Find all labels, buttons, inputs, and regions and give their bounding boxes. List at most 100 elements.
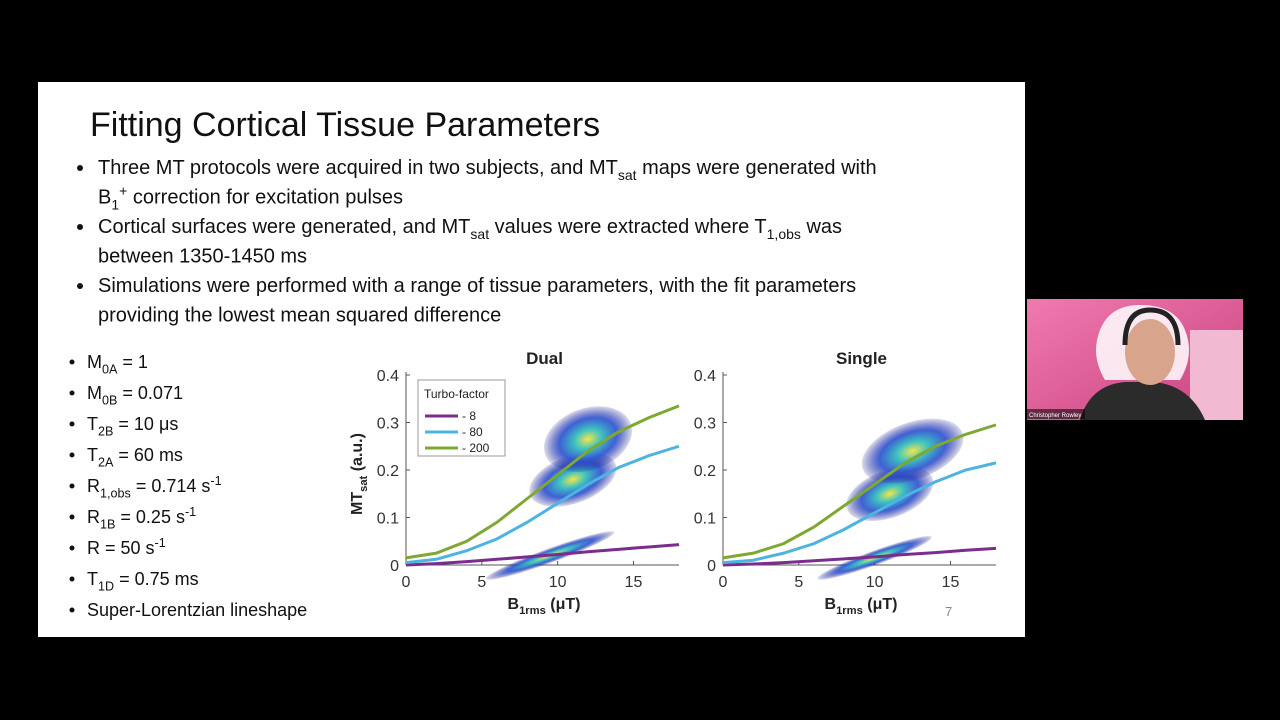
text-text: (μT) xyxy=(863,596,898,613)
text-text: maps were generated with xyxy=(637,157,877,179)
text-text: R = 50 s xyxy=(87,538,155,558)
y-tick-label: 0.4 xyxy=(694,368,716,385)
x-tick-label: 15 xyxy=(942,574,960,591)
text-text: B xyxy=(825,596,837,613)
text-text: providing the lowest mean squared differ… xyxy=(98,305,501,327)
text-text: = 60 ms xyxy=(113,445,183,465)
face xyxy=(1125,319,1175,385)
x-tick-label: 0 xyxy=(402,574,411,591)
bullet-dot xyxy=(77,224,83,230)
text-text: B xyxy=(508,596,520,613)
text-sub: 1,obs xyxy=(767,226,801,242)
text-text: = 0.75 ms xyxy=(114,569,199,589)
text-text: = 1 xyxy=(117,352,148,372)
text-text: R xyxy=(87,507,100,527)
legend-box xyxy=(417,379,506,457)
param: R = 50 s-1 xyxy=(87,536,166,558)
param: T2B = 10 μs xyxy=(87,414,178,438)
text-text: (a.u.) xyxy=(349,433,366,476)
text-text: R xyxy=(87,476,100,496)
text-sub: 1,obs xyxy=(100,486,131,500)
text-text: Cortical surfaces were generated, and MT xyxy=(98,216,470,238)
text-text: T xyxy=(87,445,98,465)
text-text: M xyxy=(87,383,102,403)
text-sup: -1 xyxy=(155,536,166,550)
x-tick-label: 0 xyxy=(719,574,728,591)
slide xyxy=(38,82,1025,637)
text-text: = 0.714 s xyxy=(131,476,211,496)
slide-title: Fitting Cortical Tissue Parameters xyxy=(90,106,600,144)
text-text: B xyxy=(98,187,111,209)
text-text: T xyxy=(87,569,98,589)
fit-line xyxy=(405,543,680,567)
x-tick-label: 5 xyxy=(477,574,486,591)
participant-name: Christopher Rowley xyxy=(1029,413,1081,419)
bullet-dot xyxy=(69,576,75,582)
y-tick-label: 0.2 xyxy=(694,463,716,480)
bullet-line: Three MT protocols were acquired in two … xyxy=(98,157,877,183)
param: T2A = 60 ms xyxy=(87,445,183,469)
text-text: Three MT protocols were acquired in two … xyxy=(98,157,618,179)
y-axis-label: MTsat (a.u.) xyxy=(349,433,370,515)
name-tag xyxy=(1027,409,1085,419)
text-text: was xyxy=(801,216,842,238)
bullet-dot xyxy=(69,514,75,520)
chart-title: Single xyxy=(836,349,887,368)
text-sub: 2B xyxy=(98,424,113,438)
bullet-dot xyxy=(69,607,75,613)
chart-title: Dual xyxy=(526,349,563,368)
text-sub: 1 xyxy=(111,197,119,213)
fit-line xyxy=(722,423,997,560)
bullet-dot xyxy=(69,421,75,427)
text-text: Super-Lorentzian lineshape xyxy=(87,600,307,620)
y-tick-label: 0.1 xyxy=(694,511,716,528)
fit-line xyxy=(405,404,680,560)
bullet-line: between 1350-1450 ms xyxy=(98,246,307,268)
legend-label: - 8 xyxy=(462,409,476,423)
y-tick-label: 0.1 xyxy=(377,511,399,528)
fit-line xyxy=(722,546,997,567)
bullet-dot xyxy=(69,359,75,365)
text-sub: 1rms xyxy=(519,605,546,617)
point-cloud xyxy=(861,418,964,484)
bullet-dot xyxy=(69,483,75,489)
shoulders xyxy=(1080,382,1205,420)
bullet-line: providing the lowest mean squared differ… xyxy=(98,305,501,327)
y-tick-label: 0 xyxy=(390,558,399,575)
x-tick-label: 15 xyxy=(625,574,643,591)
bullets: Three MT protocols were acquired in two … xyxy=(77,157,877,327)
text-text: T xyxy=(87,414,98,434)
text-sub: 2A xyxy=(98,455,114,469)
fit-line xyxy=(405,444,680,565)
text-sup: + xyxy=(119,183,127,199)
bullet-line: Simulations were performed with a range … xyxy=(98,275,856,297)
x-tick-label: 10 xyxy=(866,574,884,591)
webcam: Christopher Rowley xyxy=(1027,299,1243,420)
bullet-dot xyxy=(77,165,83,171)
x-axis-label: B1rms (μT) xyxy=(825,596,898,617)
legend-label: - 80 xyxy=(462,425,483,439)
y-tick-label: 0.3 xyxy=(377,416,399,433)
text-sup: -1 xyxy=(210,474,221,488)
bullet-dot xyxy=(77,283,83,289)
text-sub: 1D xyxy=(98,579,114,593)
x-tick-label: 5 xyxy=(794,574,803,591)
param: T1D = 0.75 ms xyxy=(87,569,199,593)
param: R1,obs = 0.714 s-1 xyxy=(87,474,222,501)
y-tick-label: 0.4 xyxy=(377,368,399,385)
text-text: (μT) xyxy=(546,596,581,613)
param: M0B = 0.071 xyxy=(87,383,183,407)
text-sub: sat xyxy=(358,475,370,491)
text-text: MT xyxy=(349,492,366,515)
text-text: M xyxy=(87,352,102,372)
x-axis-label: B1rms (μT) xyxy=(508,596,581,617)
bullet-dot xyxy=(69,390,75,396)
text-text: correction for excitation pulses xyxy=(127,187,403,209)
legend-label: - 200 xyxy=(462,441,490,455)
param: Super-Lorentzian lineshape xyxy=(87,600,307,620)
text-sub: 0B xyxy=(102,393,117,407)
bullet-dot xyxy=(69,545,75,551)
legend-title: Turbo-factor xyxy=(424,387,489,401)
